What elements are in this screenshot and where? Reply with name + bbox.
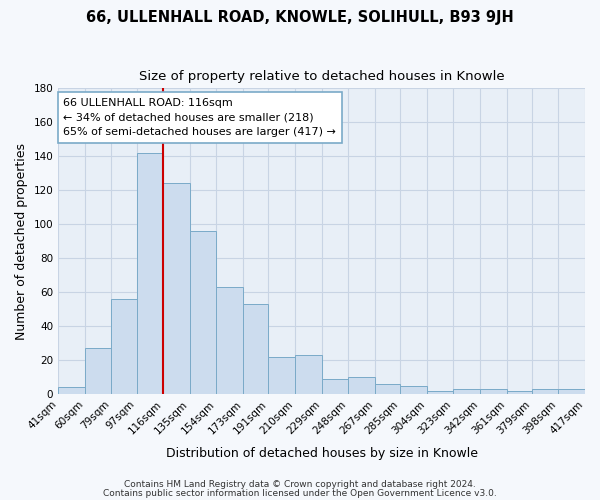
Bar [506, 391, 532, 394]
Text: Contains public sector information licensed under the Open Government Licence v3: Contains public sector information licen… [103, 488, 497, 498]
Bar [453, 389, 480, 394]
X-axis label: Distribution of detached houses by size in Knowle: Distribution of detached houses by size … [166, 447, 478, 460]
Bar [480, 389, 506, 394]
Bar [295, 355, 322, 394]
Bar [163, 184, 190, 394]
Bar [532, 389, 559, 394]
Bar [559, 389, 585, 394]
Title: Size of property relative to detached houses in Knowle: Size of property relative to detached ho… [139, 70, 505, 83]
Bar [322, 379, 348, 394]
Bar [375, 384, 400, 394]
Y-axis label: Number of detached properties: Number of detached properties [15, 143, 28, 340]
Bar [400, 386, 427, 394]
Bar [217, 287, 243, 394]
Text: 66, ULLENHALL ROAD, KNOWLE, SOLIHULL, B93 9JH: 66, ULLENHALL ROAD, KNOWLE, SOLIHULL, B9… [86, 10, 514, 25]
Bar [137, 153, 163, 394]
Bar [190, 231, 217, 394]
Text: Contains HM Land Registry data © Crown copyright and database right 2024.: Contains HM Land Registry data © Crown c… [124, 480, 476, 489]
Bar [268, 357, 295, 394]
Bar [112, 299, 137, 394]
Bar [427, 391, 453, 394]
Text: 66 ULLENHALL ROAD: 116sqm
← 34% of detached houses are smaller (218)
65% of semi: 66 ULLENHALL ROAD: 116sqm ← 34% of detac… [64, 98, 337, 137]
Bar [348, 377, 375, 394]
Bar [58, 388, 85, 394]
Bar [85, 348, 112, 394]
Bar [243, 304, 268, 394]
